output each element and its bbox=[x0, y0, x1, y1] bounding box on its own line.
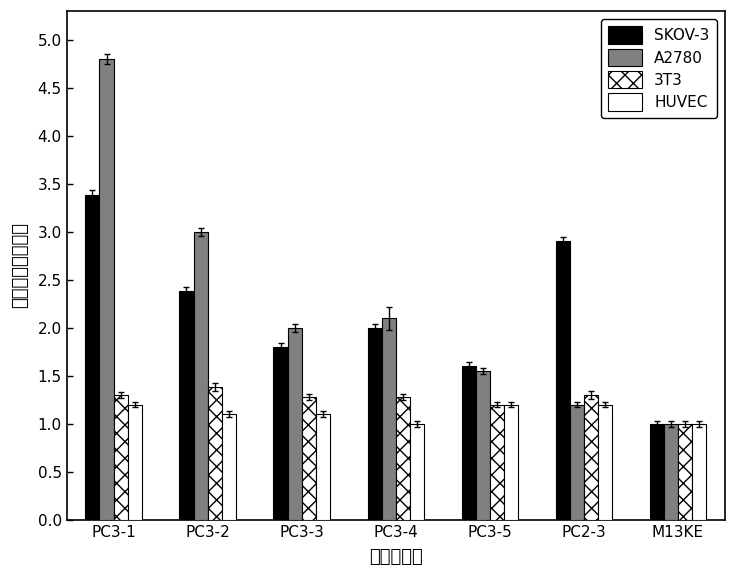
Bar bbox=[475, 371, 489, 520]
Bar bbox=[461, 366, 475, 520]
Bar bbox=[489, 404, 504, 520]
Bar bbox=[410, 424, 424, 520]
Bar bbox=[208, 387, 222, 520]
Bar bbox=[222, 414, 236, 520]
Bar bbox=[650, 424, 664, 520]
Bar bbox=[180, 291, 194, 520]
Bar bbox=[598, 404, 612, 520]
Bar bbox=[678, 424, 692, 520]
Bar bbox=[396, 397, 410, 520]
Legend: SKOV-3, A2780, 3T3, HUVEC: SKOV-3, A2780, 3T3, HUVEC bbox=[601, 18, 718, 118]
Bar bbox=[556, 241, 570, 520]
Bar bbox=[570, 404, 584, 520]
Bar bbox=[85, 196, 99, 520]
Y-axis label: 啤菌体的相对结合: 啤菌体的相对结合 bbox=[11, 222, 29, 308]
Bar bbox=[316, 414, 330, 520]
Bar bbox=[584, 395, 598, 520]
Bar bbox=[664, 424, 678, 520]
Bar bbox=[288, 328, 302, 520]
Bar bbox=[99, 59, 113, 520]
Bar bbox=[504, 404, 518, 520]
Bar bbox=[692, 424, 706, 520]
Bar bbox=[127, 404, 142, 520]
Bar bbox=[113, 395, 127, 520]
Bar bbox=[302, 397, 316, 520]
X-axis label: 啤菌体克隆: 啤菌体克隆 bbox=[369, 548, 422, 566]
Bar bbox=[194, 232, 208, 520]
Bar bbox=[381, 318, 396, 520]
Bar bbox=[274, 347, 288, 520]
Bar bbox=[367, 328, 381, 520]
